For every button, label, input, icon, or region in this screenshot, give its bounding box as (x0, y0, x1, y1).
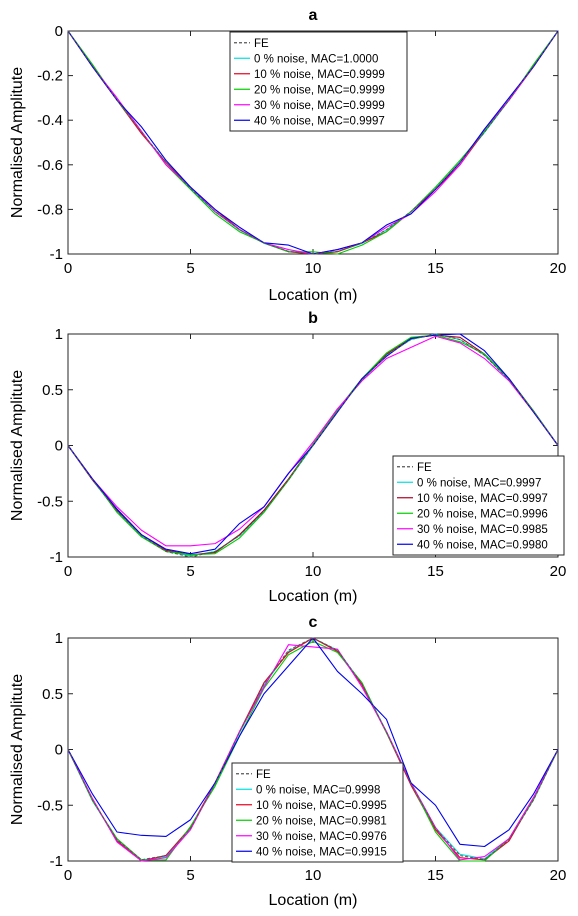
legend-entry: 10 % noise, MAC=0.9995 (256, 800, 387, 812)
y-tick-label: -1 (50, 853, 63, 870)
legend-entry: 20 % noise, MAC=0.9996 (417, 508, 548, 520)
legend-entry: 10 % noise, MAC=0.9999 (254, 69, 385, 81)
x-axis-label: Location (m) (269, 287, 358, 304)
y-tick-label: -1 (50, 246, 63, 263)
legend-entry: 20 % noise, MAC=0.9999 (254, 84, 385, 96)
x-tick-label: 5 (186, 867, 194, 884)
y-tick-label: 0 (55, 438, 63, 455)
series-line-4 (67, 644, 559, 862)
legend-entry: 20 % noise, MAC=0.9981 (256, 815, 387, 827)
legend-entry: 10 % noise, MAC=0.9997 (417, 493, 548, 505)
chart-panel-a: 0 5 10 15 20 0 -0.2 -0.4 -0.6 -0.8 -1 a Location (m)… (9, 7, 566, 304)
legend-entry: 30 % noise, MAC=0.9976 (256, 831, 387, 843)
y-tick-label: -0.4 (37, 112, 63, 129)
legend-box (229, 31, 408, 132)
series-line-4 (67, 335, 559, 547)
x-tick-label: 5 (186, 563, 194, 580)
y-axis-label: Normalised Amplitute (9, 67, 26, 218)
x-tick-label: 10 (305, 867, 322, 884)
x-axis-label: Location (m) (269, 588, 358, 605)
chart-title: b (308, 310, 318, 327)
x-tick-label: 20 (550, 563, 567, 580)
chart-title: c (309, 614, 318, 631)
legend-box (231, 762, 404, 863)
legend-entry: 0 % noise, MAC=1.0000 (254, 53, 378, 65)
legend-entry: 40 % noise, MAC=0.9997 (254, 115, 385, 127)
x-tick-label: 20 (550, 867, 567, 884)
x-tick-label: 20 (550, 260, 567, 277)
x-tick-label: 0 (64, 260, 72, 277)
y-tick-label: 0 (55, 23, 63, 40)
y-tick-label: -0.8 (37, 201, 63, 218)
y-tick-label: 1 (55, 630, 63, 647)
x-tick-label: 15 (427, 260, 444, 277)
chart-panel-b: 0 5 10 15 20 1 0.5 0 -0.5 -1 b Location (m) Normalis… (9, 310, 566, 605)
y-tick-label: -1 (50, 549, 63, 566)
y-axis-label: Normalised Amplitute (9, 370, 26, 521)
series-line-0 (67, 333, 559, 558)
x-tick-label: 10 (305, 563, 322, 580)
legend-entry: FE (256, 769, 271, 781)
y-tick-label: -0.5 (37, 493, 63, 510)
x-tick-label: 5 (186, 260, 194, 277)
series-line-0 (67, 30, 559, 255)
y-tick-label: -0.5 (37, 797, 63, 814)
y-axis-label: Normalised Amplitute (9, 674, 26, 825)
legend-entry: 40 % noise, MAC=0.9915 (256, 846, 387, 858)
y-tick-label: 0.5 (42, 686, 63, 703)
legend-entry: 0 % noise, MAC=0.9997 (417, 477, 541, 489)
y-tick-label: -0.2 (37, 68, 63, 85)
y-tick-label: 0.5 (42, 382, 63, 399)
x-tick-label: 15 (427, 867, 444, 884)
legend-entry: 0 % noise, MAC=0.9998 (256, 784, 380, 796)
x-tick-label: 0 (64, 563, 72, 580)
x-tick-label: 0 (64, 867, 72, 884)
legend-entry: FE (254, 38, 269, 50)
y-tick-label: 0 (55, 742, 63, 759)
legend-box (392, 455, 565, 556)
legend-entry: FE (417, 462, 432, 474)
legend-entry: 40 % noise, MAC=0.9980 (417, 539, 548, 551)
series-line-0 (67, 637, 559, 861)
chart-panel-c: 0 5 10 15 20 1 0.5 0 -0.5 -1 c Location (m) Normalis… (9, 614, 566, 909)
x-tick-label: 15 (427, 563, 444, 580)
x-tick-label: 10 (305, 260, 322, 277)
y-tick-label: -0.6 (37, 157, 63, 174)
legend-entry: 30 % noise, MAC=0.9999 (254, 100, 385, 112)
y-tick-label: 1 (55, 326, 63, 343)
chart-title: a (309, 7, 318, 24)
x-axis-label: Location (m) (269, 892, 358, 909)
legend-entry: 30 % noise, MAC=0.9985 (417, 524, 548, 536)
